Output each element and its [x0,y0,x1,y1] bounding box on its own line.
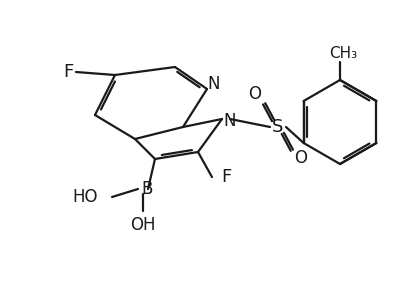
Text: B: B [141,180,153,198]
Text: OH: OH [130,216,156,234]
Text: O: O [295,149,308,167]
Text: F: F [63,63,73,81]
Text: HO: HO [72,188,98,206]
Text: CH₃: CH₃ [329,46,357,61]
Text: F: F [221,168,231,186]
Text: S: S [272,118,284,136]
Text: N: N [224,112,236,130]
Text: N: N [208,75,220,93]
Text: O: O [248,85,261,103]
